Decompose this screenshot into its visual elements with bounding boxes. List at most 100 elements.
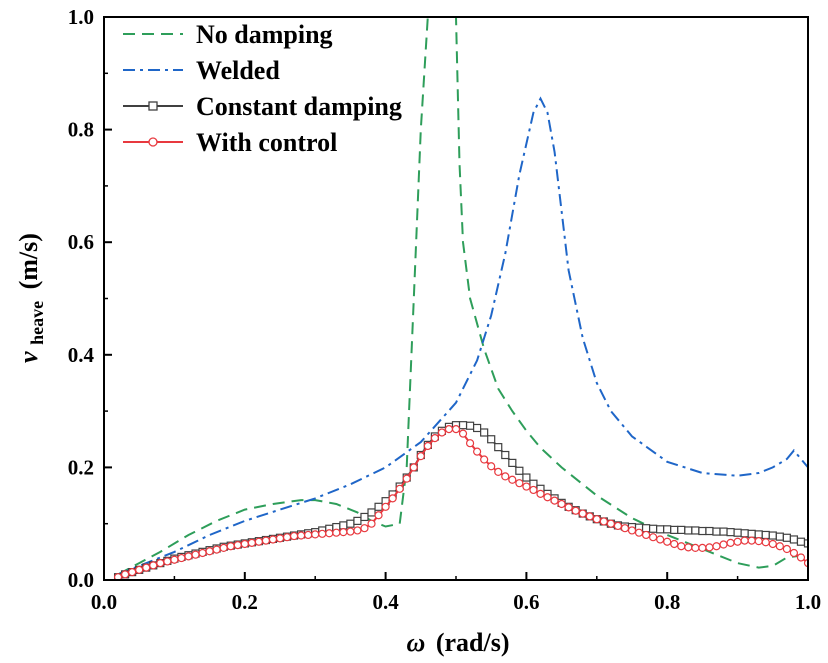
y-tick-label: 0.8: [68, 118, 94, 142]
y-tick-label: 0.6: [68, 230, 94, 254]
legend-entry: Constant damping: [123, 92, 402, 121]
series-line: [117, 96, 808, 576]
data-point: [529, 485, 538, 495]
data-point: [416, 452, 425, 461]
legend-entry: Welded: [123, 56, 280, 85]
series-no-damping: [117, 17, 808, 576]
data-point: [782, 544, 791, 554]
data-point: [649, 533, 658, 542]
y-axis-title: v heave (m/s): [14, 233, 49, 363]
data-point: [740, 536, 749, 545]
data-point: [388, 494, 397, 503]
data-point: [782, 533, 791, 542]
data-point: [374, 502, 383, 511]
data-point: [268, 535, 278, 544]
data-point: [775, 542, 784, 551]
data-point: [536, 489, 545, 498]
data-point: [395, 484, 404, 493]
data-point: [599, 517, 608, 526]
series-layer: [113, 17, 808, 580]
data-point: [480, 428, 489, 437]
legend: No damping Welded Constant damping With con…: [123, 20, 402, 157]
data-point: [304, 530, 313, 540]
data-point: [339, 521, 348, 530]
data-point: [522, 473, 531, 482]
data-point: [656, 535, 665, 544]
data-point: [627, 526, 637, 535]
data-point: [233, 540, 242, 550]
data-point: [663, 537, 672, 546]
data-point: [374, 511, 383, 520]
data-point: [803, 539, 808, 548]
series-line: [117, 428, 808, 579]
data-point: [677, 542, 686, 551]
data-point: [142, 563, 151, 572]
data-point: [402, 474, 411, 483]
data-point: [437, 428, 447, 437]
data-point: [184, 552, 193, 561]
data-point: [543, 493, 552, 502]
data-point: [346, 527, 355, 536]
data-point: [473, 447, 482, 456]
data-point: [261, 536, 271, 545]
data-point: [606, 519, 615, 528]
y-tick-label: 0.4: [68, 343, 95, 367]
data-point: [423, 441, 432, 451]
legend-entry: No damping: [123, 20, 333, 49]
data-point: [254, 537, 263, 546]
data-point: [430, 434, 439, 443]
data-point: [191, 550, 200, 559]
legend-marker: [148, 101, 158, 111]
data-point: [198, 548, 207, 558]
series-constant-damping: [113, 421, 808, 580]
data-point: [367, 508, 376, 517]
data-point: [458, 429, 468, 438]
data-point: [698, 543, 707, 553]
series-line: [117, 424, 808, 579]
data-point: [318, 529, 327, 538]
x-tick-label: 0.4: [372, 590, 399, 614]
data-point: [712, 542, 721, 551]
data-point: [325, 529, 334, 538]
data-point: [571, 506, 580, 515]
data-point: [156, 559, 165, 568]
data-point: [163, 557, 172, 566]
data-point: [796, 553, 806, 562]
data-point: [339, 528, 348, 537]
data-point: [789, 548, 799, 558]
y-tick-label: 0.0: [68, 568, 94, 592]
data-point: [219, 543, 228, 553]
data-point: [353, 526, 362, 535]
data-point: [761, 538, 770, 547]
data-point: [289, 531, 299, 541]
x-tick-label: 1.0: [795, 590, 821, 614]
data-point: [613, 521, 623, 531]
data-point: [705, 543, 714, 552]
data-point: [663, 525, 672, 534]
data-point: [360, 512, 369, 522]
data-point: [733, 528, 742, 537]
legend-label: Constant damping: [196, 92, 402, 121]
legend-label: Welded: [196, 56, 280, 85]
data-point: [691, 526, 700, 535]
data-point: [789, 535, 799, 544]
data-point: [719, 527, 728, 536]
legend-label: With control: [196, 128, 337, 157]
data-point: [768, 539, 777, 549]
data-point: [747, 536, 756, 545]
data-point: [487, 462, 496, 471]
data-point: [346, 519, 355, 528]
data-point: [113, 573, 123, 580]
data-point: [297, 531, 306, 540]
data-point: [205, 547, 214, 556]
legend-entry: With control: [123, 128, 337, 157]
x-tick-label: 0.0: [91, 590, 117, 614]
data-point: [691, 543, 700, 553]
data-point: [177, 553, 186, 563]
data-point: [761, 530, 770, 540]
y-tick-label: 1.0: [68, 5, 94, 29]
data-point: [353, 516, 362, 525]
data-point: [705, 526, 714, 536]
data-point: [670, 525, 679, 534]
data-point: [282, 533, 292, 542]
